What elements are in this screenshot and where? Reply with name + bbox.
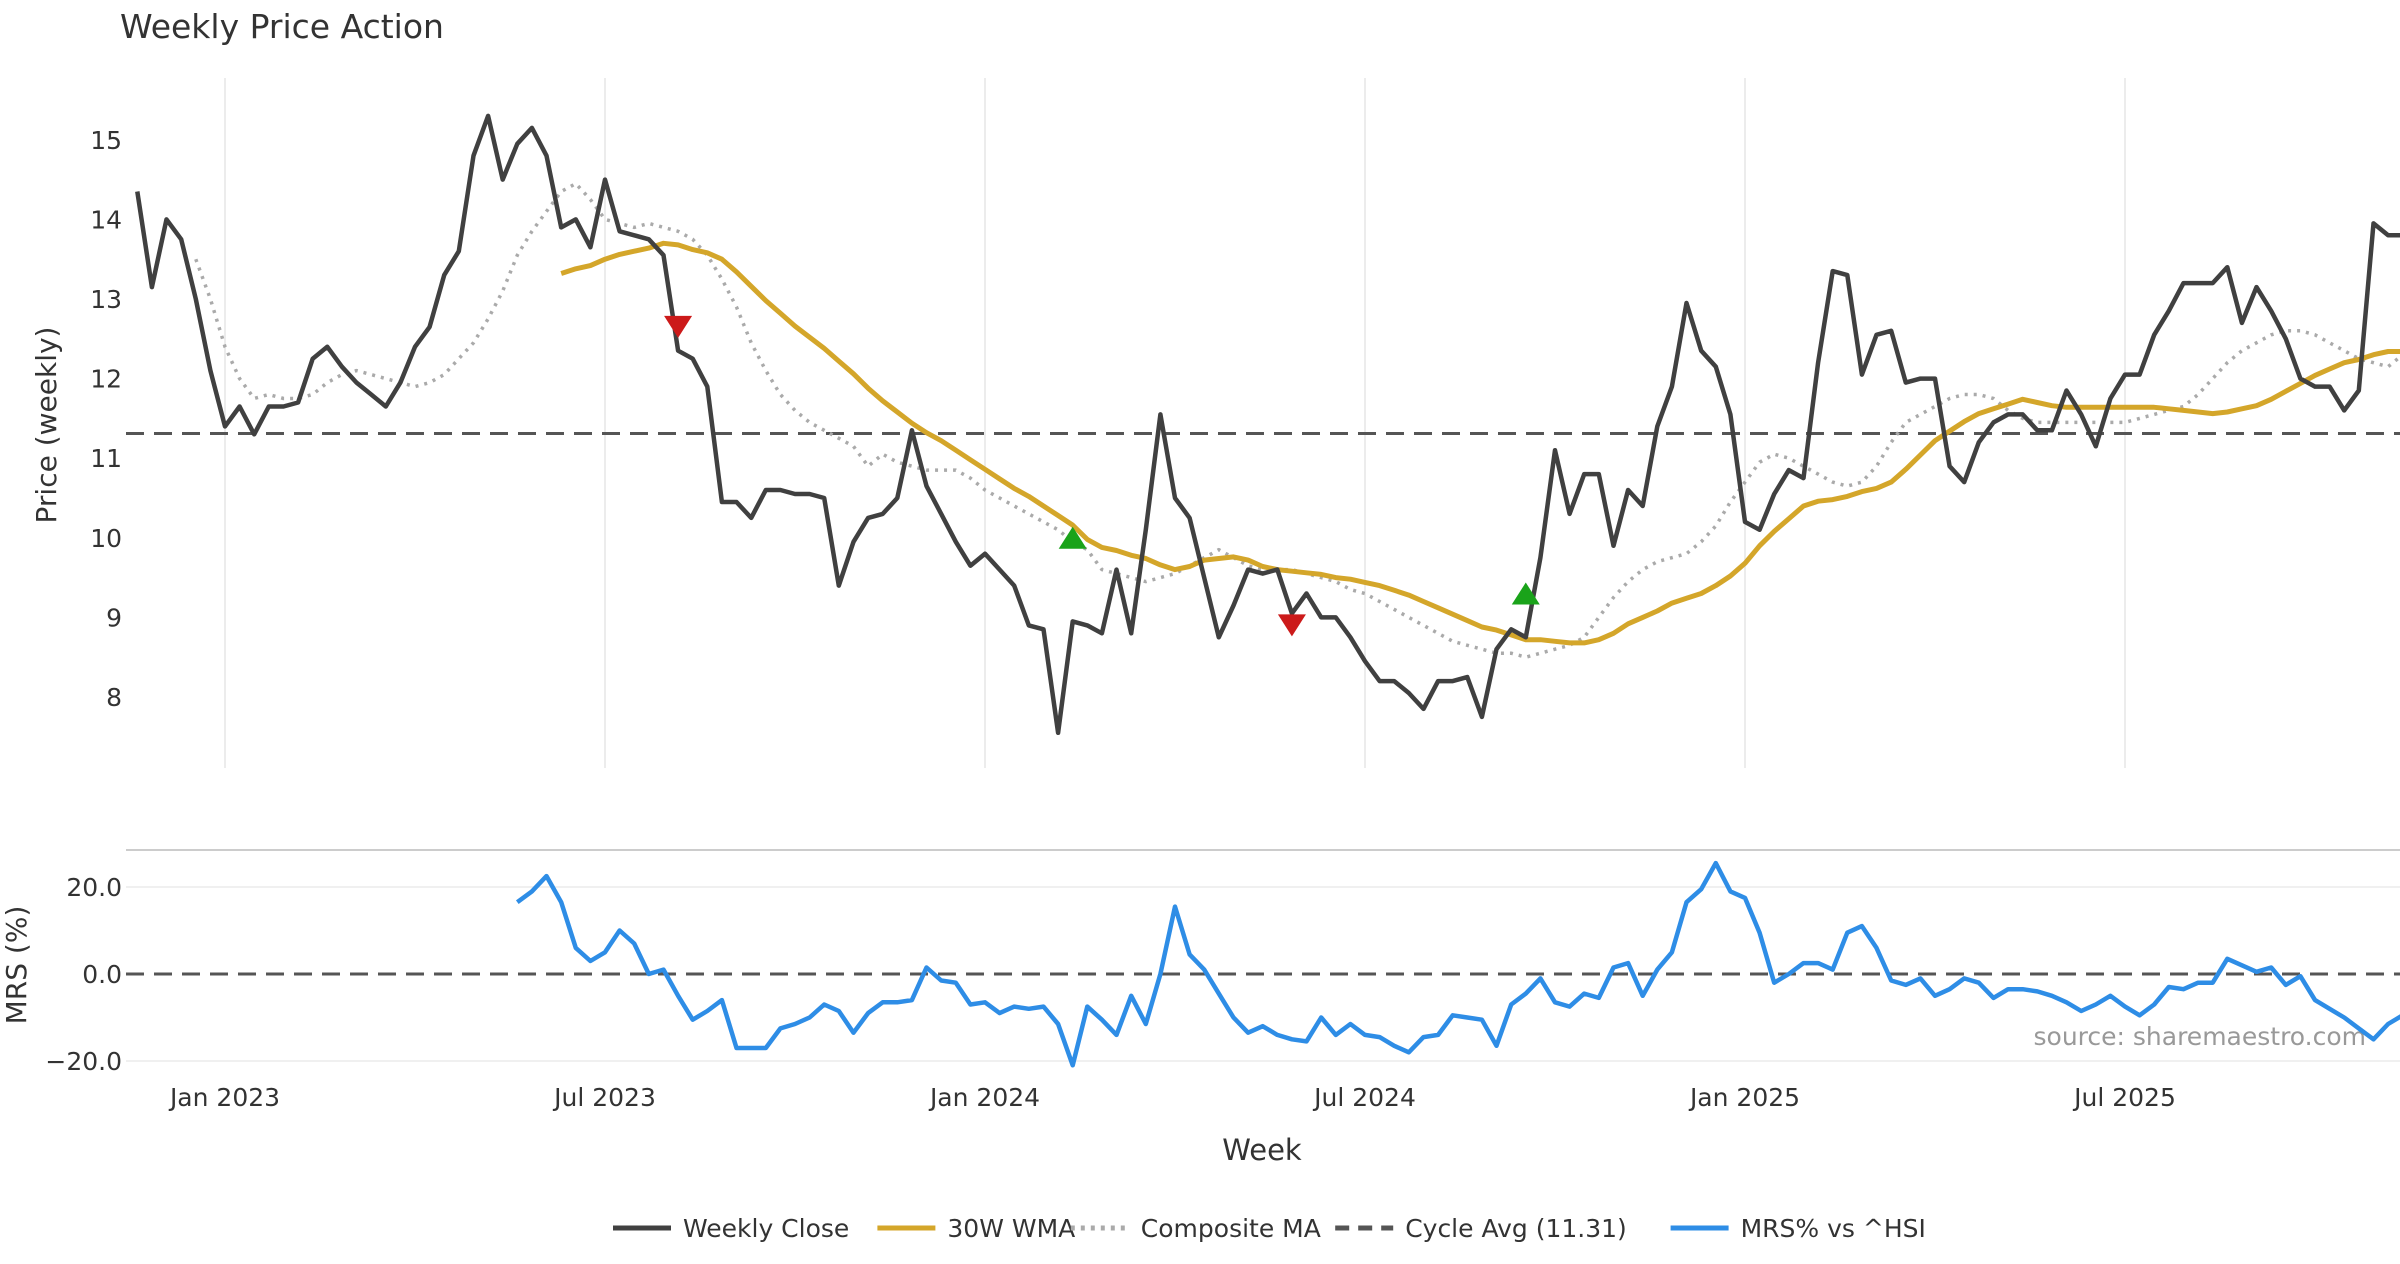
- price-y-tick-label: 15: [90, 126, 122, 155]
- sell-signal-marker: [664, 315, 693, 338]
- sell-signal-marker: [1277, 614, 1306, 637]
- x-tick-label: Jan 2023: [168, 1083, 280, 1112]
- buy-signal-marker: [1511, 582, 1540, 605]
- price-y-tick-label: 12: [90, 365, 122, 394]
- chart-title: Weekly Price Action: [120, 7, 444, 46]
- legend-item-label: 30W WMA: [947, 1214, 1075, 1243]
- x-tick-label: Jul 2024: [1312, 1083, 1416, 1112]
- price-y-tick-label: 10: [90, 524, 122, 553]
- legend-item-label: MRS% vs ^HSI: [1741, 1214, 1926, 1243]
- mrs-axis-label: MRS (%): [0, 906, 33, 1025]
- x-tick-label: Jul 2025: [2072, 1083, 2176, 1112]
- chart-marks: 8 9 10 11 12 13 14 15 −20.0 0.0 20.0 Jan 2023 Jul 20…: [45, 78, 2400, 1243]
- x-tick-label: Jan 2024: [928, 1083, 1040, 1112]
- x-tick-label: Jul 2023: [552, 1083, 656, 1112]
- price-y-tick-label: 8: [106, 683, 122, 712]
- price-y-tick-label: 14: [90, 205, 122, 234]
- price-y-tick-label: 11: [90, 444, 122, 473]
- weekly-close-line: [135, 113, 2400, 736]
- wma-30w-line: [560, 240, 2400, 646]
- x-axis-label: Week: [1222, 1133, 1302, 1167]
- legend-item-label: Weekly Close: [683, 1214, 849, 1243]
- mrs-y-tick-label: 20.0: [66, 873, 122, 902]
- legend-item-label: Cycle Avg (11.31): [1405, 1214, 1627, 1243]
- mrs-y-tick-label: 0.0: [82, 960, 122, 989]
- source-annotation: source: sharemaestro.com: [2034, 1022, 2367, 1051]
- legend: Weekly Close 30W WMA Composite MA Cycle Avg…: [613, 1214, 1926, 1243]
- price-y-tick-label: 9: [106, 603, 122, 632]
- mrs-y-tick-label: −20.0: [45, 1047, 122, 1076]
- composite-ma-line: [194, 181, 2400, 659]
- price-y-tick-label: 13: [90, 285, 122, 314]
- mrs-line: [515, 860, 2400, 1068]
- x-tick-label: Jan 2025: [1688, 1083, 1800, 1112]
- buy-signal-marker: [1058, 526, 1087, 549]
- legend-item-label: Composite MA: [1141, 1214, 1321, 1243]
- price-axis-label: Price (weekly): [30, 327, 63, 524]
